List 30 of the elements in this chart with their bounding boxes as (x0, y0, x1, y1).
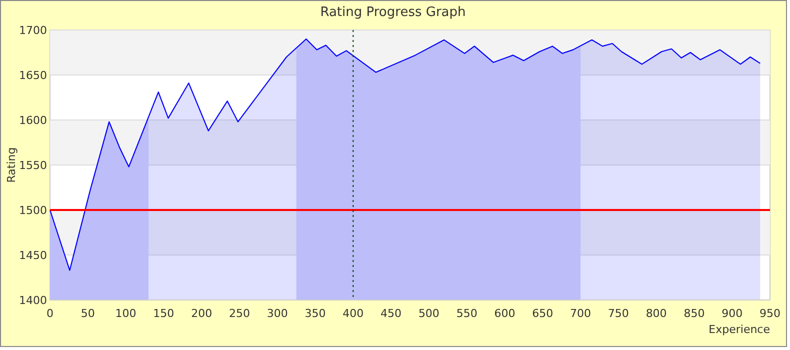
x-tick-label: 250 (228, 307, 250, 320)
x-tick-label: 750 (608, 307, 629, 320)
x-tick-label: 300 (266, 307, 288, 320)
x-tick-label: 950 (760, 307, 780, 320)
y-tick-label: 1400 (19, 294, 47, 307)
x-tick-label: 800 (646, 307, 667, 320)
x-tick-label: 50 (80, 307, 95, 320)
x-tick-label: 700 (570, 307, 592, 320)
x-tick-label: 650 (532, 307, 554, 320)
x-tick-label: 350 (304, 307, 326, 320)
x-tick-label: 450 (380, 307, 402, 320)
x-tick-label: 600 (494, 307, 516, 320)
y-tick-label: 1700 (19, 24, 47, 37)
x-tick-label: 550 (456, 307, 478, 320)
y-axis-title: Rating (5, 147, 18, 183)
y-tick-label: 1550 (19, 159, 47, 172)
chart-title: Rating Progress Graph (320, 5, 466, 20)
x-tick-label: 500 (418, 307, 440, 320)
x-tick-label: 0 (46, 307, 54, 320)
x-tick-label: 150 (153, 307, 174, 320)
x-tick-label: 200 (191, 307, 212, 320)
y-tick-label: 1450 (19, 249, 47, 262)
x-tick-label: 100 (115, 307, 136, 320)
x-tick-label: 900 (722, 307, 743, 320)
x-tick-label: 850 (684, 307, 705, 320)
y-tick-label: 1600 (19, 114, 47, 127)
y-tick-label: 1500 (19, 204, 47, 217)
y-tick-label: 1650 (19, 69, 47, 82)
x-tick-label: 400 (342, 307, 364, 320)
x-axis-title: Experience (708, 323, 770, 336)
